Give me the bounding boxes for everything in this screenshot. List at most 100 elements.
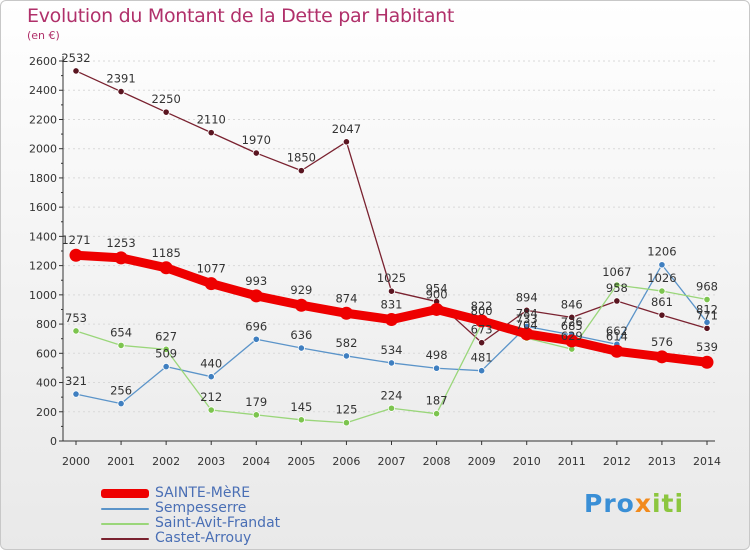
x-tick-label: 2005 bbox=[287, 455, 315, 468]
line-chart: 0 200 400 600 800 1000 1200 1400 1600 1800 2000 220… bbox=[29, 51, 721, 468]
data-label-sempesserre: 256 bbox=[110, 384, 132, 398]
data-label-castet-arrouy: 1850 bbox=[287, 151, 316, 165]
data-point-saint-avit-frandat bbox=[252, 411, 260, 419]
data-point-sempesserre bbox=[207, 373, 215, 381]
data-label-castet-arrouy: 846 bbox=[561, 297, 583, 311]
y-tick-label: 1200 bbox=[29, 260, 57, 273]
data-point-sainte-m-re bbox=[655, 350, 669, 364]
y-tick-label: 200 bbox=[36, 406, 57, 419]
data-point-sainte-m-re bbox=[475, 314, 489, 328]
data-label-sempesserre: 481 bbox=[471, 351, 493, 365]
data-label-sempesserre: 726 bbox=[561, 315, 583, 329]
data-point-sempesserre bbox=[478, 367, 486, 375]
data-label-sainte-m-re: 929 bbox=[290, 283, 312, 297]
data-label-sempesserre: 696 bbox=[245, 319, 267, 333]
data-label-saint-avit-frandat: 224 bbox=[381, 388, 403, 402]
data-label-castet-arrouy: 2250 bbox=[152, 92, 181, 106]
data-point-sainte-m-re bbox=[520, 327, 534, 341]
x-tick-label: 2010 bbox=[513, 455, 541, 468]
data-point-castet-arrouy bbox=[297, 167, 305, 175]
data-label-sempesserre: 509 bbox=[155, 347, 177, 361]
chart-legend: SAINTE-MèRE Sempesserre Saint-Avit-Frandat… bbox=[101, 486, 280, 546]
data-label-sempesserre: 636 bbox=[290, 328, 312, 342]
data-label-saint-avit-frandat: 968 bbox=[696, 280, 718, 294]
data-point-sainte-m-re bbox=[430, 302, 444, 316]
legend-label: Castet-Arrouy bbox=[155, 530, 252, 546]
data-label-sainte-m-re: 874 bbox=[335, 291, 357, 305]
y-tick-label: 0 bbox=[50, 435, 57, 448]
data-point-saint-avit-frandat bbox=[658, 287, 666, 295]
data-label-sainte-m-re: 831 bbox=[381, 298, 403, 312]
x-tick-label: 2008 bbox=[423, 455, 451, 468]
data-label-saint-avit-frandat: 704 bbox=[516, 318, 538, 332]
data-label-castet-arrouy: 2110 bbox=[197, 113, 226, 127]
x-tick-label: 2000 bbox=[62, 455, 90, 468]
data-label-castet-arrouy: 1970 bbox=[242, 133, 271, 147]
data-label-saint-avit-frandat: 212 bbox=[200, 390, 222, 404]
data-label-saint-avit-frandat: 753 bbox=[65, 311, 87, 325]
data-label-castet-arrouy: 673 bbox=[471, 323, 493, 337]
data-point-sainte-m-re bbox=[700, 355, 714, 369]
x-tick-label: 2001 bbox=[107, 455, 135, 468]
logo-part-3: iti bbox=[651, 489, 685, 518]
data-label-sempesserre: 534 bbox=[381, 343, 403, 357]
legend-swatch bbox=[101, 489, 149, 498]
data-point-castet-arrouy bbox=[117, 87, 125, 96]
data-point-saint-avit-frandat bbox=[72, 327, 80, 335]
data-label-sainte-m-re: 900 bbox=[426, 287, 448, 301]
data-label-castet-arrouy: 958 bbox=[606, 281, 628, 295]
y-tick-label: 800 bbox=[36, 318, 57, 331]
data-point-castet-arrouy bbox=[478, 339, 486, 347]
data-label-castet-arrouy: 2047 bbox=[332, 122, 361, 136]
data-point-saint-avit-frandat bbox=[432, 410, 441, 418]
data-point-sempesserre bbox=[342, 352, 351, 360]
data-label-castet-arrouy: 954 bbox=[426, 282, 448, 296]
data-point-sainte-m-re bbox=[204, 277, 218, 291]
y-tick-label: 1000 bbox=[29, 289, 57, 302]
data-label-castet-arrouy: 861 bbox=[651, 295, 673, 309]
data-label-saint-avit-frandat: 627 bbox=[155, 329, 177, 343]
chart-title: Evolution du Montant de la Dette par Hab… bbox=[27, 5, 455, 27]
data-point-sainte-m-re bbox=[565, 334, 579, 348]
data-point-sainte-m-re bbox=[159, 261, 173, 275]
data-label-sempesserre: 498 bbox=[426, 348, 448, 362]
data-label-sempesserre: 784 bbox=[516, 306, 538, 320]
data-label-sainte-m-re: 576 bbox=[651, 335, 673, 349]
data-point-sempesserre bbox=[252, 335, 260, 343]
data-point-sempesserre bbox=[703, 318, 711, 326]
legend-item: Castet-Arrouy bbox=[101, 531, 280, 546]
legend-label: Sempesserre bbox=[155, 500, 247, 516]
y-tick-label: 600 bbox=[36, 347, 57, 360]
y-tick-label: 2200 bbox=[29, 113, 57, 126]
y-tick-label: 2600 bbox=[29, 55, 57, 68]
y-tick-label: 2000 bbox=[29, 143, 57, 156]
data-point-castet-arrouy bbox=[658, 311, 666, 319]
data-point-castet-arrouy bbox=[613, 297, 621, 305]
data-point-sempesserre bbox=[387, 359, 396, 367]
data-point-sempesserre bbox=[297, 344, 305, 352]
data-label-castet-arrouy: 894 bbox=[516, 290, 538, 304]
legend-label: SAINTE-MèRE bbox=[155, 485, 251, 501]
data-label-sempesserre: 321 bbox=[65, 374, 87, 388]
data-label-sainte-m-re: 1253 bbox=[106, 236, 135, 250]
data-point-castet-arrouy bbox=[72, 67, 80, 75]
data-point-saint-avit-frandat bbox=[297, 416, 305, 424]
data-label-sempesserre: 440 bbox=[200, 357, 222, 371]
data-point-castet-arrouy bbox=[342, 138, 351, 146]
data-point-castet-arrouy bbox=[207, 129, 215, 137]
data-label-sainte-m-re: 539 bbox=[696, 340, 718, 354]
data-label-castet-arrouy: 2391 bbox=[106, 72, 135, 86]
data-point-sainte-m-re bbox=[339, 306, 353, 320]
legend-item: Saint-Avit-Frandat bbox=[101, 516, 280, 531]
data-point-castet-arrouy bbox=[252, 149, 260, 157]
data-point-sainte-m-re bbox=[114, 251, 128, 265]
x-tick-label: 2009 bbox=[468, 455, 496, 468]
data-point-sempesserre bbox=[117, 399, 125, 408]
data-point-castet-arrouy bbox=[162, 108, 170, 116]
data-label-castet-arrouy: 1025 bbox=[377, 271, 406, 285]
data-label-saint-avit-frandat: 125 bbox=[335, 403, 357, 417]
data-label-saint-avit-frandat: 629 bbox=[561, 329, 583, 343]
x-tick-label: 2002 bbox=[152, 455, 180, 468]
y-tick-label: 1600 bbox=[29, 201, 57, 214]
